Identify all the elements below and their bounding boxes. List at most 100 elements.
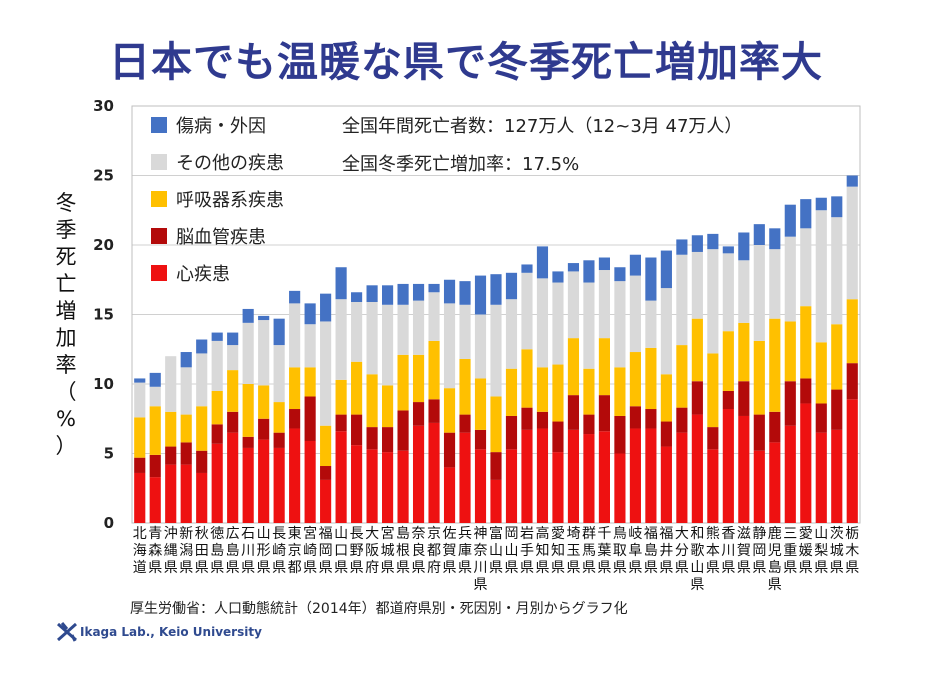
bar-segment: [397, 283, 409, 305]
bar-segment: [382, 285, 394, 305]
y-axis-label-text: 冬季死亡増加率（%）: [56, 191, 77, 458]
bar-segment: [614, 453, 626, 523]
bar-segment: [815, 210, 827, 343]
bar-segment: [134, 472, 146, 523]
bar-segment: [567, 395, 580, 430]
x-tick-label: 島根県: [396, 526, 410, 576]
bar-segment: [149, 454, 161, 478]
bar-segment: [273, 432, 285, 448]
y-tick-labels: 0 5 10 15 20 25 30: [93, 97, 114, 532]
bar-segment: [784, 204, 796, 237]
bar-segment: [629, 428, 641, 523]
y-tick-label: 20: [93, 236, 114, 254]
bar-segment: [180, 414, 192, 443]
bar-segment: [784, 425, 796, 523]
bar-segment: [536, 428, 549, 523]
x-tick-label: 福井県: [659, 526, 673, 576]
bar-segment: [691, 235, 703, 252]
bar-segment: [459, 414, 471, 433]
bar-segment: [691, 381, 703, 415]
bar-segment: [846, 175, 858, 187]
x-tick-label: 奈良県: [412, 526, 426, 576]
bar-segment: [459, 281, 471, 305]
bar-segment: [211, 332, 223, 341]
bar-segment: [738, 232, 750, 261]
bar-segment: [583, 260, 595, 283]
bar-segment: [536, 246, 549, 279]
bar-segment: [676, 345, 688, 408]
legend-label: 呼吸器系疾患: [176, 190, 284, 211]
bar-segment: [707, 449, 719, 523]
bar-segment: [443, 467, 456, 523]
bar-segment: [412, 283, 425, 301]
bar-segment: [304, 440, 316, 523]
bar-segment: [800, 403, 812, 523]
bar-segment: [366, 427, 378, 450]
bar-segment: [258, 439, 270, 523]
bar-segment: [629, 352, 641, 407]
bar-segment: [629, 406, 641, 429]
x-tick-label: 新潟県: [179, 526, 193, 576]
x-tick-label: 佐賀県: [443, 526, 457, 576]
x-tick-label: 広島県: [226, 526, 240, 576]
bar-segment: [598, 338, 610, 396]
bar-segment: [258, 385, 270, 419]
bar-segment: [583, 282, 595, 369]
x-tick-label: 栃木県: [845, 526, 859, 576]
bar-segment: [707, 353, 719, 428]
bar-segment: [645, 428, 657, 523]
bar-segment: [800, 228, 812, 307]
x-tick-labels: 北海道青森県沖縄県新潟県秋田県徳島県広島県石川県山形県長崎県東京都宮崎県福岡県山…: [133, 525, 860, 593]
bar-segment: [691, 251, 703, 319]
bar-segment: [722, 246, 734, 254]
bar-segment: [273, 318, 285, 346]
x-tick-label: 岐阜県: [628, 526, 642, 576]
bar-segment: [180, 352, 192, 368]
source-note: 厚生労働省：人口動態統計（2014年）都道府県別・死因別・月別からグラフ化: [130, 601, 628, 617]
x-tick-label: 青森県: [148, 526, 162, 576]
bar-segment: [769, 318, 781, 412]
bar-segment: [521, 429, 533, 523]
bar-segment: [505, 449, 518, 523]
bar-segment: [707, 233, 719, 250]
bar-segment: [583, 414, 595, 435]
y-tick-label: 30: [93, 97, 114, 115]
bar-segment: [722, 409, 734, 523]
bar-segment: [769, 411, 781, 443]
x-tick-label: 静岡県: [752, 526, 766, 576]
bar-segment: [273, 402, 285, 433]
legend-label: 傷病・外因: [176, 116, 266, 137]
bar-segment: [165, 464, 177, 523]
page-title: 日本でも温暖な県で冬季死亡増加率大: [109, 38, 823, 86]
legend-swatch: [151, 154, 167, 170]
bar-segment: [335, 379, 347, 415]
bar-segment: [320, 321, 332, 426]
x-tick-label: 山口県: [334, 526, 348, 576]
bar-segment: [335, 431, 347, 523]
bar-segment: [846, 299, 858, 364]
bar-segment: [335, 414, 347, 432]
bar-segment: [443, 303, 456, 389]
bar-segment: [366, 374, 378, 428]
bar-segment: [505, 415, 518, 450]
x-tick-label: 埼玉県: [566, 526, 580, 576]
bar-segment: [273, 345, 285, 403]
bar-segment: [738, 260, 750, 323]
x-tick-label: 東京都: [288, 526, 302, 576]
bars: [134, 175, 858, 523]
bar-segment: [552, 421, 564, 453]
bar-segment: [149, 372, 161, 387]
y-axis-label: 冬季死亡増加率（%）: [56, 191, 77, 458]
legend-label: 心疾患: [176, 264, 230, 285]
x-tick-label: 岩手県: [520, 526, 534, 576]
bar-segment: [753, 245, 765, 341]
lab-name: Ikaga Lab., Keio University: [80, 625, 262, 639]
bar-segment: [645, 347, 657, 410]
bar-segment: [753, 224, 765, 245]
bar-segment: [351, 414, 363, 446]
bar-segment: [351, 361, 363, 415]
x-tick-label: 山形県: [257, 526, 271, 576]
bar-segment: [490, 479, 502, 523]
bar-segment: [645, 409, 657, 429]
bar-segment: [660, 374, 672, 422]
